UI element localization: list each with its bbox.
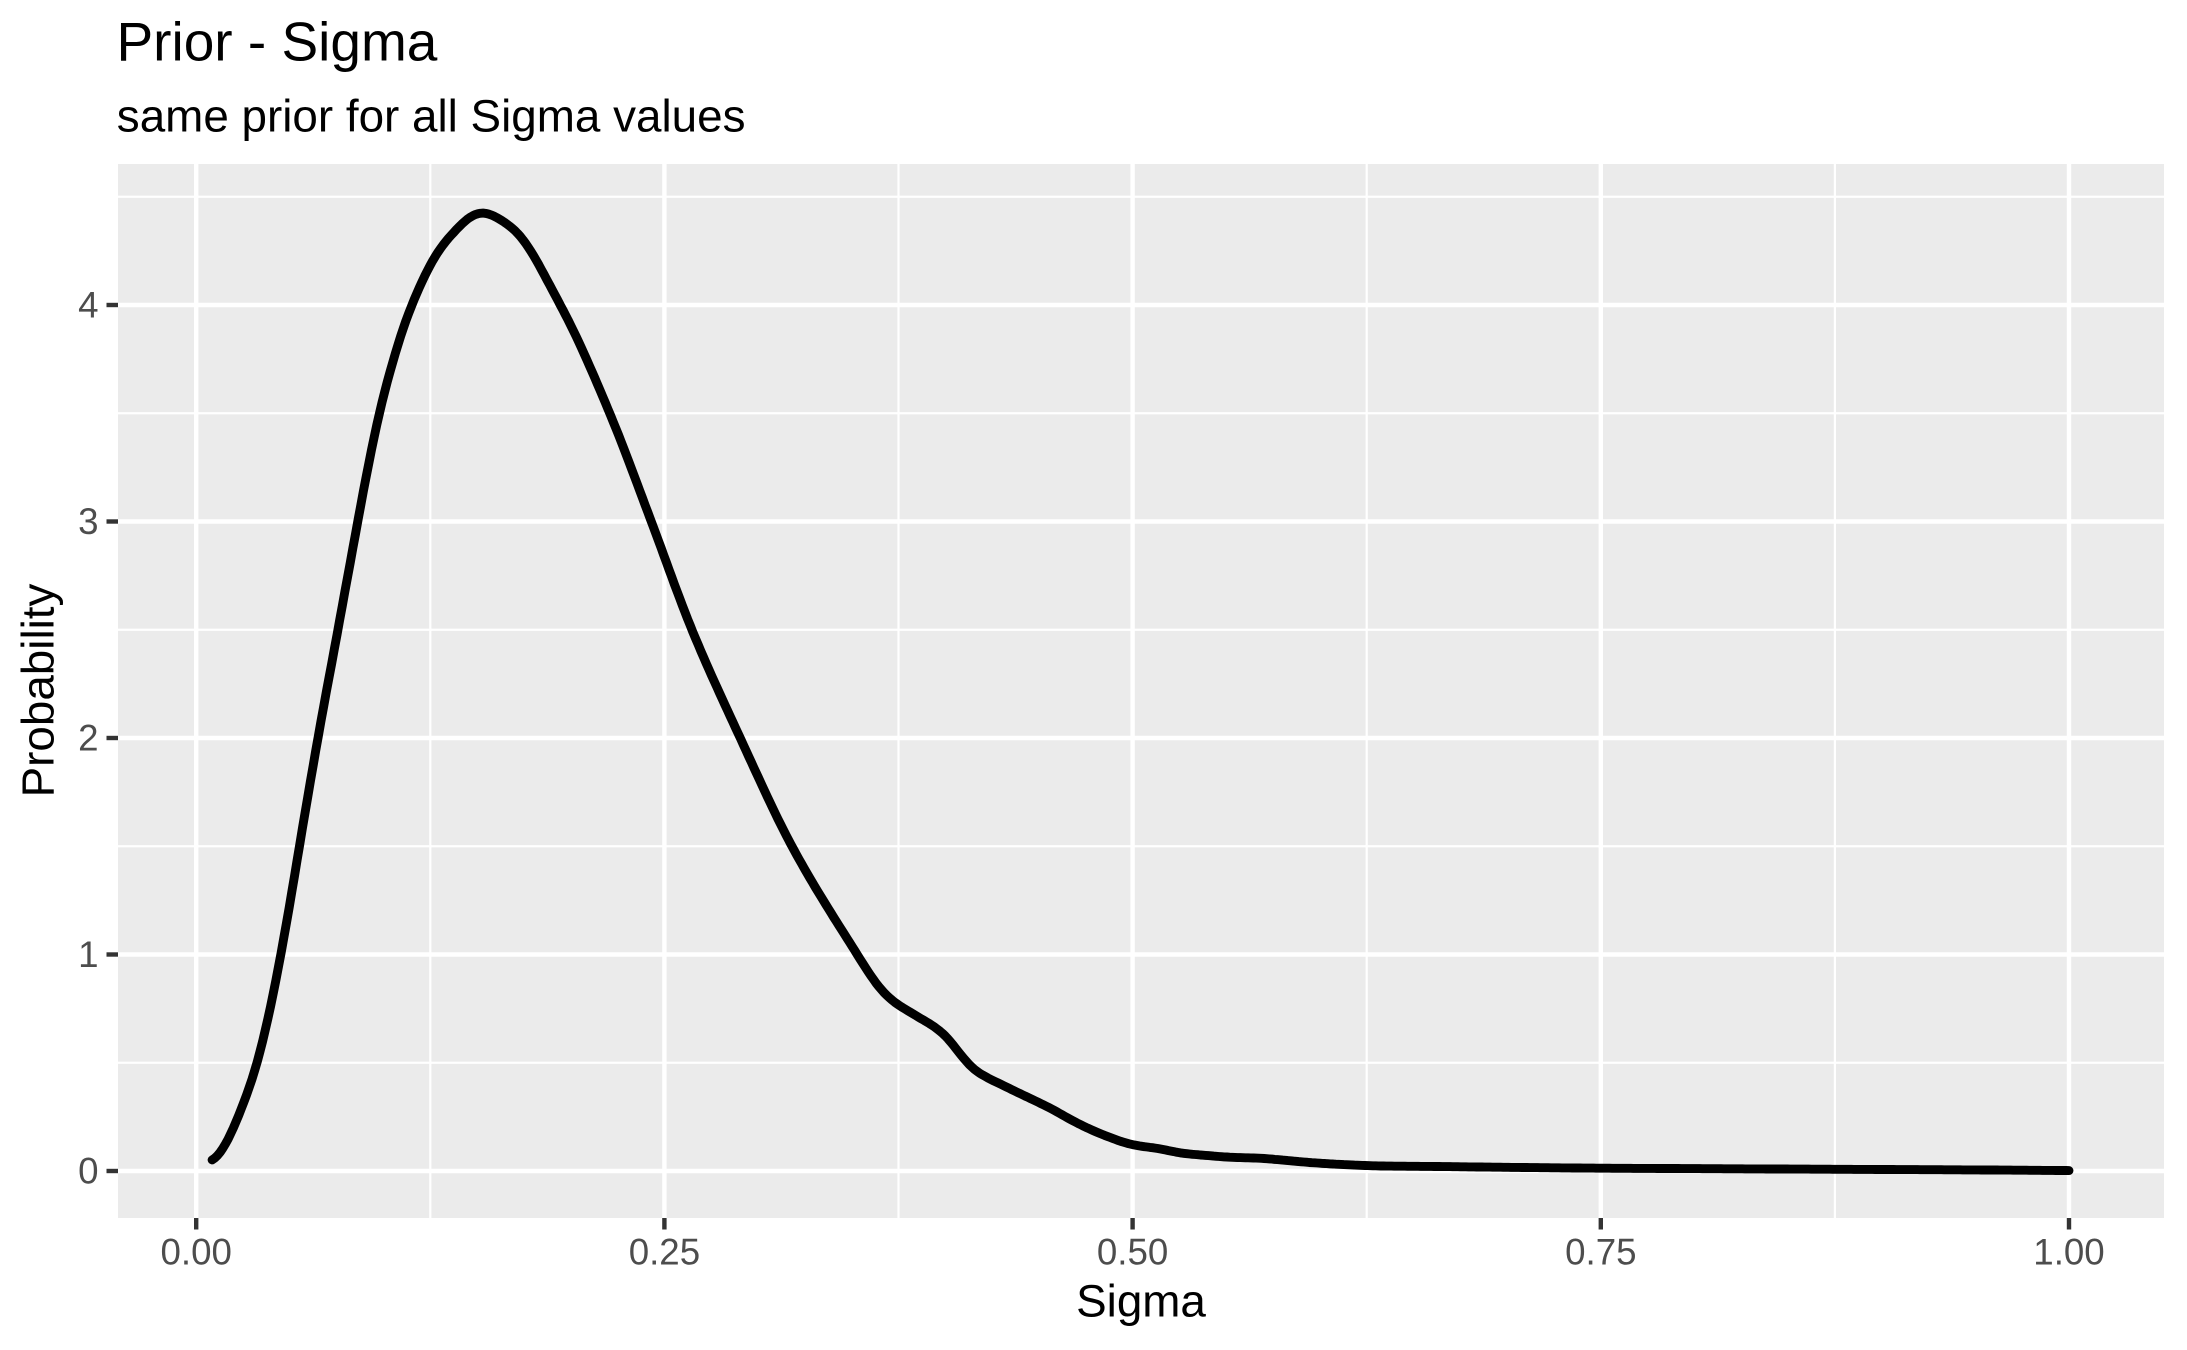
svg-text:Probability: Probability xyxy=(13,583,64,797)
svg-text:0.50: 0.50 xyxy=(1097,1232,1168,1273)
svg-text:2: 2 xyxy=(78,718,98,759)
svg-text:0.00: 0.00 xyxy=(160,1232,231,1273)
svg-text:4: 4 xyxy=(78,285,98,326)
svg-text:0.75: 0.75 xyxy=(1565,1232,1636,1273)
svg-text:0.25: 0.25 xyxy=(629,1232,700,1273)
svg-text:same prior for all Sigma value: same prior for all Sigma values xyxy=(117,90,746,141)
svg-text:0: 0 xyxy=(78,1151,98,1192)
svg-text:Sigma: Sigma xyxy=(1076,1276,1206,1327)
svg-text:3: 3 xyxy=(78,501,98,542)
svg-text:1.00: 1.00 xyxy=(2033,1232,2104,1273)
svg-text:1: 1 xyxy=(78,934,98,975)
svg-text:Prior - Sigma: Prior - Sigma xyxy=(117,11,438,73)
